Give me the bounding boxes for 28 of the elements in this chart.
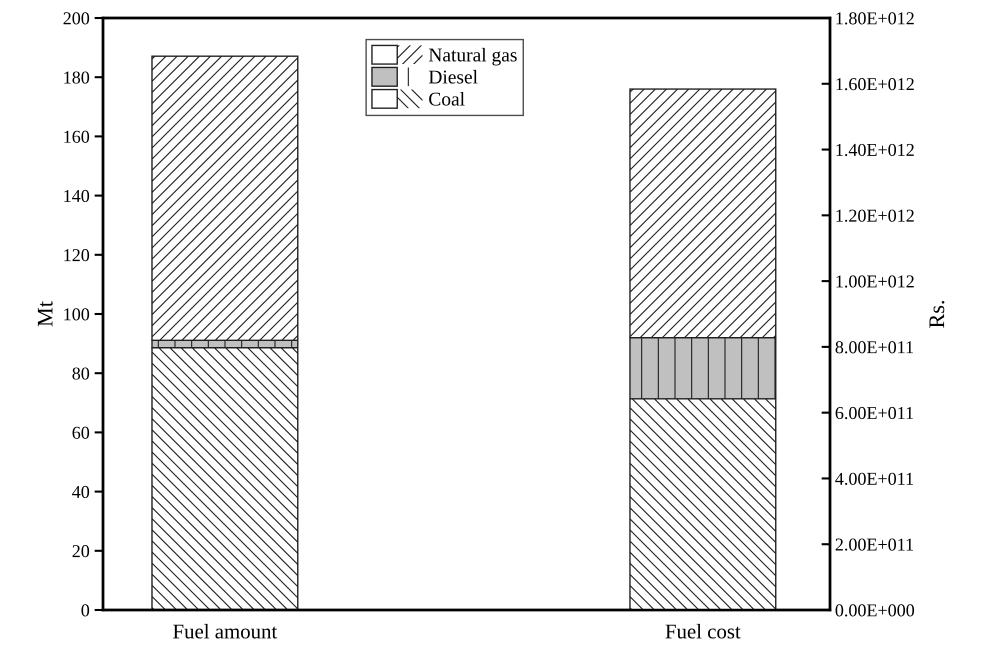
y2-tick-label: 1.00E+012 [836, 275, 914, 288]
y-axis-title: Mt [38, 301, 53, 326]
legend-label: Natural gas [428, 48, 517, 66]
y2-tick-label: 1.20E+012 [836, 210, 914, 222]
y2-tick-label: 0.00E+000 [836, 604, 914, 617]
y-tick-label: 120 [64, 249, 90, 262]
y-tick-label: 180 [64, 71, 90, 84]
y-tick-label: 20 [72, 545, 90, 558]
x-tick-label: Fuel amount [173, 624, 278, 639]
y2-tick-label: 1.60E+012 [836, 78, 914, 90]
y2-tick-label: 8.00E+011 [836, 341, 913, 354]
y2-tick-label: 1.40E+012 [836, 144, 914, 156]
y-tick-label: 80 [72, 367, 90, 380]
y-tick-label: 100 [64, 308, 90, 320]
y-tick-label: 140 [64, 190, 90, 202]
y2-tick-label: 6.00E+011 [836, 406, 913, 420]
y2-tick-label: 4.00E+011 [835, 472, 913, 485]
y2-tick-label: 1.80E+012 [836, 12, 914, 25]
legend-label: Diesel [428, 70, 478, 84]
y-tick-label: 200 [64, 12, 90, 24]
legend-label: Coal [429, 92, 465, 106]
y-tick-label: 60 [72, 426, 90, 439]
y-tick-label: 160 [64, 130, 90, 143]
x-tick-label: Fuel cost [666, 624, 741, 639]
y2-tick-label: 2.00E+011 [836, 538, 913, 551]
y-tick-label: 40 [72, 486, 90, 498]
y2-axis-title: Rs. [930, 300, 944, 328]
y-tick-label: 0 [81, 604, 90, 616]
